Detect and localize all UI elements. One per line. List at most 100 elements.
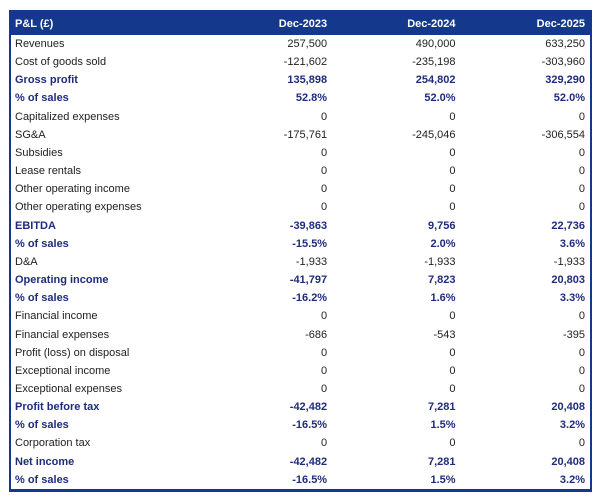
table-row: Other operating expenses 0 0 0 [10, 198, 591, 216]
row-label: Financial expenses [15, 328, 110, 341]
row-value-dec-2025: 0 [578, 346, 585, 359]
table-row: Exceptional expenses 0 0 0 [10, 380, 591, 398]
row-value-dec-2023: 0 [320, 437, 328, 450]
table-header: P&L (£) Dec-2023 Dec-2024 Dec-2025 [10, 11, 591, 35]
row-value-dec-2023: -16.2% [292, 292, 328, 305]
row-value-dec-2025: 0 [578, 110, 585, 123]
row-value-dec-2025: 0 [578, 201, 585, 214]
row-value-dec-2023: -41,797 [289, 274, 328, 287]
row-value-dec-2024: 0 [449, 110, 456, 123]
table-row: Cost of goods sold -121,602 -235,198 -30… [10, 53, 591, 71]
row-label: Profit (loss) on disposal [15, 346, 130, 359]
row-value-dec-2024: 0 [449, 165, 456, 178]
table-row: D&A -1,933 -1,933 -1,933 [10, 253, 591, 271]
row-value-dec-2023: -16.5% [292, 419, 328, 432]
row-value-dec-2023: 257,500 [287, 38, 328, 50]
table-row: % of sales -16.2% 1.6% 3.3% [10, 289, 591, 307]
row-value-dec-2024: 0 [449, 310, 456, 323]
row-value-dec-2024: 2.0% [430, 237, 456, 250]
row-value-dec-2024: 0 [449, 364, 456, 377]
row-value-dec-2024: 0 [449, 146, 456, 159]
row-value-dec-2024: -1,933 [424, 255, 456, 268]
table-row: Financial income 0 0 0 [10, 307, 591, 325]
row-value-dec-2025: 0 [578, 382, 585, 395]
table-row: Other operating income 0 0 0 [10, 180, 591, 198]
table-row: Operating income -41,797 7,823 20,803 [10, 271, 591, 289]
row-value-dec-2023: -686 [305, 328, 328, 341]
row-label: SG&A [15, 128, 46, 141]
column-header-dec-2025: Dec-2025 [460, 11, 591, 35]
row-value-dec-2025: 633,250 [545, 38, 585, 50]
table-row: EBITDA -39,863 9,756 22,736 [10, 217, 591, 235]
row-label: Other operating expenses [15, 201, 142, 214]
row-label: Operating income [15, 274, 109, 287]
row-label: D&A [15, 255, 38, 268]
row-value-dec-2023: 0 [320, 310, 328, 323]
row-label: % of sales [15, 237, 69, 250]
table-row: Revenues 257,500 490,000 633,250 [10, 35, 591, 53]
row-label: Lease rentals [15, 165, 82, 178]
row-value-dec-2024: 0 [449, 437, 456, 450]
table-row: Financial expenses -686 -543 -395 [10, 326, 591, 344]
table-row: % of sales -15.5% 2.0% 3.6% [10, 235, 591, 253]
table-row: Corporation tax 0 0 0 [10, 434, 591, 452]
row-value-dec-2024: 254,802 [415, 74, 456, 87]
row-value-dec-2023: 0 [320, 346, 328, 359]
table-row: Subsidies 0 0 0 [10, 144, 591, 162]
table-row: SG&A -175,761 -245,046 -306,554 [10, 126, 591, 144]
row-label: Gross profit [15, 74, 78, 87]
pnl-forecast-table-container: P&L (£) Dec-2023 Dec-2024 Dec-2025 Reven… [9, 10, 592, 492]
row-label: Capitalized expenses [15, 110, 120, 123]
row-value-dec-2024: 490,000 [415, 38, 456, 50]
row-value-dec-2025: 0 [578, 183, 585, 196]
table-row: % of sales -16.5% 1.5% 3.2% [10, 471, 591, 491]
row-value-dec-2023: 135,898 [287, 74, 328, 87]
table-row: Lease rentals 0 0 0 [10, 162, 591, 180]
row-label: % of sales [15, 473, 69, 486]
row-value-dec-2025: 0 [578, 364, 585, 377]
row-label: Financial income [15, 310, 98, 323]
row-value-dec-2024: -245,046 [412, 128, 456, 141]
row-value-dec-2023: 52.8% [295, 92, 328, 105]
row-value-dec-2025: 0 [578, 146, 585, 159]
table-row: % of sales -16.5% 1.5% 3.2% [10, 416, 591, 434]
row-label: % of sales [15, 92, 69, 105]
table-row: Capitalized expenses 0 0 0 [10, 108, 591, 126]
row-value-dec-2024: 0 [449, 382, 456, 395]
row-value-dec-2025: -306,554 [541, 128, 585, 141]
row-value-dec-2023: 0 [320, 364, 328, 377]
row-value-dec-2024: 1.6% [430, 292, 456, 305]
row-value-dec-2023: -42,482 [289, 401, 328, 414]
row-value-dec-2025: -303,960 [541, 56, 585, 69]
row-label: Subsidies [15, 146, 63, 159]
table-row: % of sales 52.8% 52.0% 52.0% [10, 89, 591, 107]
row-value-dec-2025: 3.6% [559, 237, 585, 250]
row-value-dec-2023: 0 [320, 201, 328, 214]
table-row: Net income -42,482 7,281 20,408 [10, 453, 591, 471]
row-value-dec-2024: 9,756 [428, 219, 456, 232]
row-value-dec-2024: -543 [433, 328, 456, 341]
table-body: Revenues 257,500 490,000 633,250 Cost of… [10, 35, 591, 490]
row-value-dec-2023: -39,863 [289, 219, 328, 232]
row-value-dec-2023: -15.5% [292, 237, 328, 250]
row-value-dec-2025: -395 [562, 328, 585, 341]
row-value-dec-2024: 7,823 [428, 274, 456, 287]
table-row: Profit (loss) on disposal 0 0 0 [10, 344, 591, 362]
row-value-dec-2025: 3.3% [559, 292, 585, 305]
row-value-dec-2023: -1,933 [295, 255, 328, 268]
row-label: Exceptional expenses [15, 382, 123, 395]
row-label: Net income [15, 455, 75, 468]
row-value-dec-2023: 0 [320, 110, 328, 123]
row-value-dec-2024: 0 [449, 201, 456, 214]
row-label: Revenues [15, 38, 65, 50]
table-header-row: P&L (£) Dec-2023 Dec-2024 Dec-2025 [10, 11, 591, 35]
row-value-dec-2025: 20,803 [551, 274, 585, 287]
row-value-dec-2024: 7,281 [428, 401, 456, 414]
row-value-dec-2023: 0 [320, 183, 328, 196]
row-value-dec-2025: 0 [578, 310, 585, 323]
row-value-dec-2023: 0 [320, 382, 328, 395]
table-title: P&L (£) [10, 11, 206, 35]
row-value-dec-2023: -42,482 [289, 455, 328, 468]
row-value-dec-2023: -175,761 [283, 128, 328, 141]
row-value-dec-2025: 22,736 [551, 219, 585, 232]
